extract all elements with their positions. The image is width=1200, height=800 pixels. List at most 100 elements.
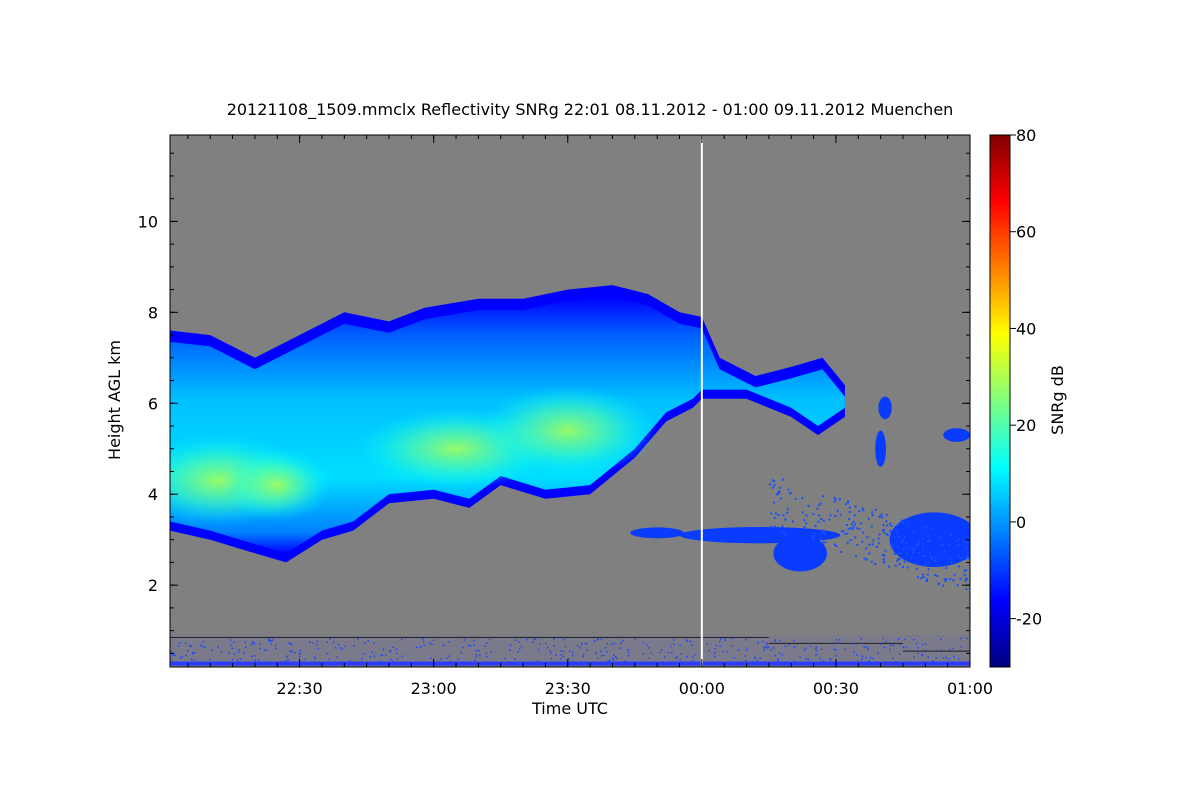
clutter-speck — [344, 646, 346, 648]
clutter-speck — [680, 653, 682, 655]
clutter-speck — [694, 654, 696, 656]
clutter-speck — [808, 659, 810, 661]
precip-speck — [898, 552, 900, 554]
clutter-speck — [230, 639, 232, 641]
clutter-speck — [364, 653, 366, 655]
x-tick-label: 22:30 — [277, 679, 323, 698]
precip-speck — [878, 537, 880, 539]
precip-speck — [958, 565, 960, 567]
y-axis-label: Height AGL km — [105, 340, 124, 460]
clutter-speck — [560, 654, 562, 656]
clutter-speck — [958, 658, 960, 660]
clutter-speck — [489, 639, 491, 641]
clutter-speck — [664, 656, 666, 658]
precip-speck — [868, 518, 870, 520]
precip-speck — [924, 555, 926, 557]
clutter-speck — [479, 655, 481, 657]
isolated-echo — [943, 428, 970, 442]
clutter-speck — [396, 649, 398, 651]
clutter-speck — [597, 638, 599, 640]
precip-speck — [888, 566, 890, 568]
precip-speck — [935, 557, 937, 559]
precip-speck — [918, 540, 920, 542]
clutter-speck — [762, 641, 764, 643]
clutter-speck — [338, 644, 340, 646]
precip-speck — [948, 557, 950, 559]
clutter-speck — [738, 649, 740, 651]
precip-speck — [853, 521, 855, 523]
clutter-speck — [217, 646, 219, 648]
clutter-speck — [237, 660, 239, 662]
clutter-speck — [178, 645, 180, 647]
precip-speck — [860, 522, 862, 524]
clutter-speck — [745, 655, 747, 657]
clutter-speck — [770, 649, 772, 651]
clutter-speck — [899, 644, 901, 646]
clutter-speck — [313, 662, 315, 664]
precip-speck — [966, 542, 968, 544]
precip-speck — [883, 562, 885, 564]
clutter-speck — [264, 649, 266, 651]
clutter-speck — [564, 639, 566, 641]
clutter-speck — [659, 662, 661, 664]
clutter-speck — [515, 639, 517, 641]
clutter-speck — [622, 640, 624, 642]
precip-speck — [778, 514, 780, 516]
precip-speck — [965, 558, 967, 560]
clutter-speck — [565, 646, 567, 648]
precip-speck — [965, 580, 967, 582]
precip-speck — [899, 563, 901, 565]
clutter-speck — [485, 645, 487, 647]
clutter-speck — [686, 656, 688, 658]
clutter-speck — [904, 639, 906, 641]
clutter-speck — [932, 660, 934, 662]
precip-speck — [778, 490, 780, 492]
precip-speck — [954, 574, 956, 576]
clutter-speck — [560, 650, 562, 652]
precip-speck — [822, 530, 824, 532]
clutter-speck — [937, 662, 939, 664]
precip-speck — [802, 511, 804, 513]
clutter-speck — [584, 662, 586, 664]
precip-speck — [866, 536, 868, 538]
precip-speck — [944, 550, 946, 552]
clutter-speck — [815, 654, 817, 656]
clutter-speck — [794, 646, 796, 648]
clutter-speck — [816, 650, 818, 652]
precip-speck — [902, 539, 904, 541]
precip-speck — [927, 535, 929, 537]
precip-speck — [925, 526, 927, 528]
clutter-speck — [732, 638, 734, 640]
clutter-speck — [690, 641, 692, 643]
clutter-speck — [731, 646, 733, 648]
clutter-speck — [635, 662, 637, 664]
clutter-speck — [943, 657, 945, 659]
precip-speck — [966, 555, 968, 557]
clutter-speck — [823, 660, 825, 662]
clutter-speck — [719, 641, 721, 643]
precip-speck — [879, 533, 881, 535]
precip-speck — [865, 547, 867, 549]
precip-speck — [858, 510, 860, 512]
precip-speck — [913, 531, 915, 533]
precip-speck — [850, 527, 852, 529]
clutter-speck — [179, 642, 181, 644]
clutter-speck — [661, 649, 663, 651]
clutter-speck — [616, 658, 618, 660]
clutter-speck — [779, 652, 781, 654]
clutter-speck — [945, 657, 947, 659]
precip-speck — [820, 502, 822, 504]
clutter-speck — [607, 660, 609, 662]
precip-speck — [916, 545, 918, 547]
clutter-speck — [777, 660, 779, 662]
clutter-speck — [518, 651, 520, 653]
clutter-speck — [476, 650, 478, 652]
clutter-speck — [373, 642, 375, 644]
clutter-speck — [872, 658, 874, 660]
clutter-speck — [691, 645, 693, 647]
clutter-speck — [899, 653, 901, 655]
clutter-speck — [734, 657, 736, 659]
clutter-speck — [569, 661, 571, 663]
precip-speck — [837, 510, 839, 512]
precip-speck — [897, 558, 899, 560]
